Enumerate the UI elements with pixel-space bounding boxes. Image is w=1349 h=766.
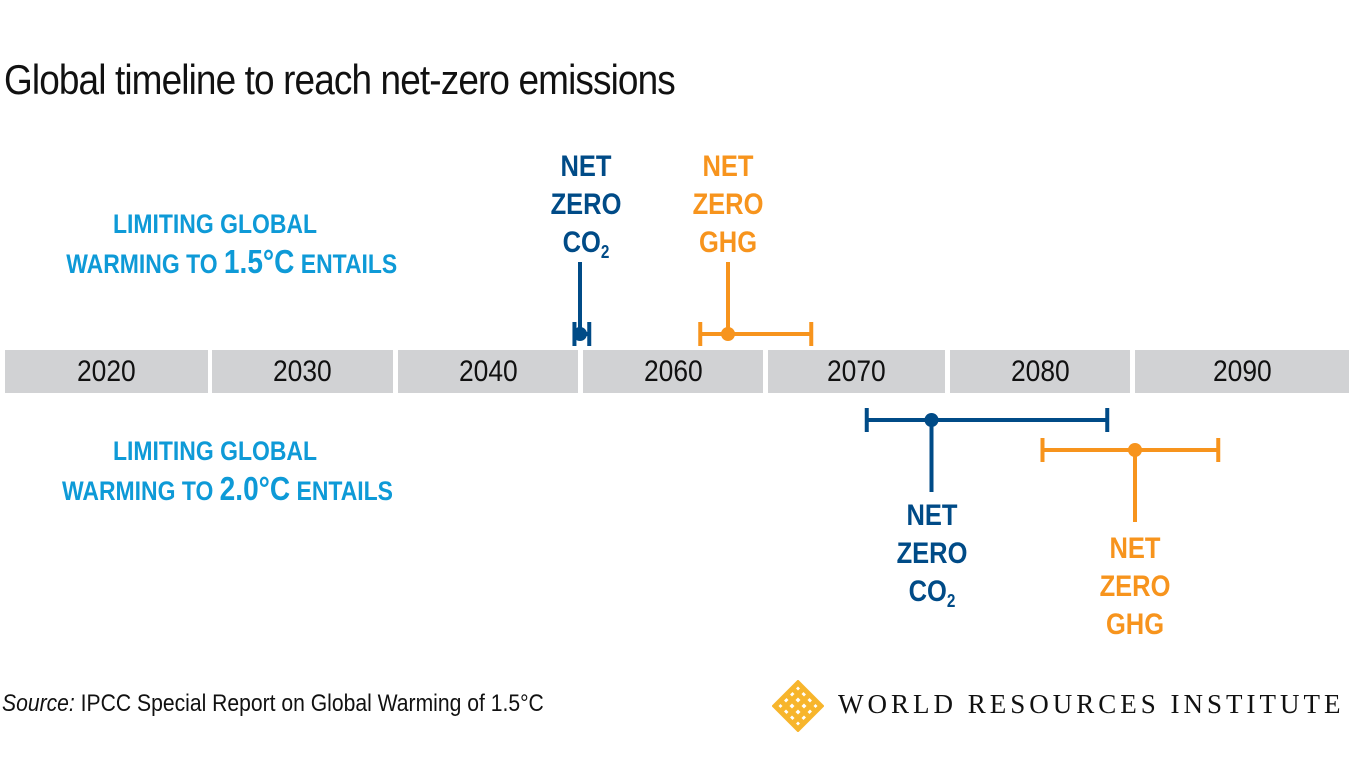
timeline-segment: 2040: [398, 350, 578, 393]
marker-point: [573, 327, 587, 341]
timeline-segment: 2080: [950, 350, 1130, 393]
net-zero-co2-label: NET ZERO CO2: [881, 497, 983, 620]
timeline-segment: 2030: [212, 350, 393, 393]
scenario-line1: LIMITING GLOBAL: [113, 209, 317, 239]
label-subscript: 2: [946, 591, 955, 611]
timeline-segment: 2070: [768, 350, 945, 393]
source-text: IPCC Special Report on Global Warming of…: [74, 690, 544, 717]
net-zero-ghg-label: NET ZERO GHG: [1084, 530, 1186, 644]
chart-title: Global timeline to reach net-zero emissi…: [4, 56, 676, 103]
marker-point: [924, 413, 939, 427]
scenario-label-2-0: LIMITING GLOBAL WARMING TO 2.0°C ENTAILS: [62, 432, 393, 510]
scenario-line2-pre: WARMING TO: [62, 476, 220, 506]
label-line2: ZERO: [550, 188, 622, 221]
source-label: Source:: [2, 690, 75, 717]
scenario-temp: 1.5°C: [223, 243, 295, 280]
label-line1: NET: [560, 150, 612, 183]
wri-logo-icon: [772, 680, 824, 732]
timeline-segment: 2020: [5, 350, 208, 393]
label-line3: GHG: [1105, 608, 1165, 641]
source-note: Source: IPCC Special Report on Global Wa…: [2, 690, 544, 718]
timeline-bar: 2020 2030 2040 2060 2070 2080 2090: [0, 350, 1349, 393]
marker-point: [1128, 443, 1142, 457]
label-subscript: 2: [600, 242, 610, 262]
label-line1: NET: [1109, 532, 1161, 565]
label-line2: ZERO: [896, 537, 967, 570]
timeline-segment: 2060: [583, 350, 763, 393]
label-line3: CO2: [562, 226, 610, 262]
scenario-line2-post: ENTAILS: [290, 476, 393, 506]
label-line1: NET: [702, 150, 754, 183]
label-line2: ZERO: [692, 188, 764, 221]
scenario-line2-post: ENTAILS: [294, 249, 398, 279]
wri-logo-text: WORLD RESOURCES INSTITUTE: [838, 689, 1345, 719]
scenario-label-1-5: LIMITING GLOBAL WARMING TO 1.5°C ENTAILS: [66, 205, 397, 283]
marker-point: [721, 327, 735, 341]
label-line1: NET: [906, 499, 957, 532]
scenario-line1: LIMITING GLOBAL: [113, 436, 317, 466]
label-line2: ZERO: [1099, 570, 1171, 603]
label-line3: CO2: [908, 575, 955, 611]
timeline-segment: 2090: [1135, 350, 1349, 393]
net-zero-ghg-label: NET ZERO GHG: [677, 148, 779, 262]
scenario-line2-pre: WARMING TO: [66, 249, 224, 279]
net-zero-co2-label: NET ZERO CO2: [535, 148, 637, 271]
scenario-temp: 2.0°C: [219, 470, 291, 507]
label-line3: GHG: [698, 226, 758, 259]
